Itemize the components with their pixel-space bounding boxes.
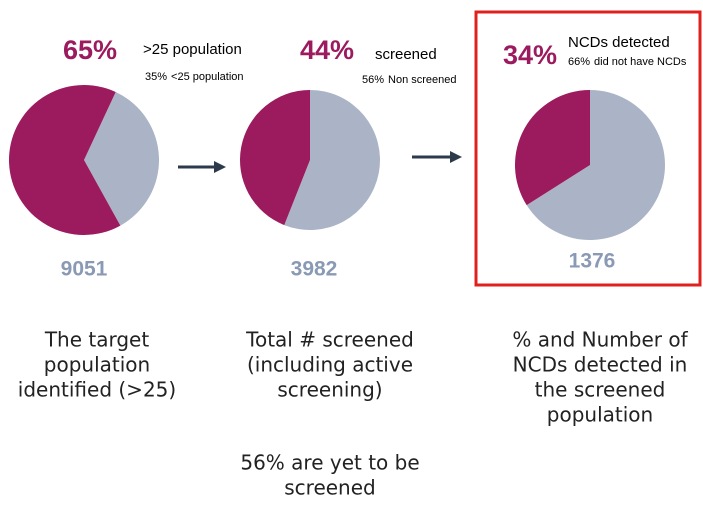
count-label: 9051	[61, 258, 108, 281]
note: 56% are yet to be	[240, 451, 419, 475]
secondary-category: <25 population	[171, 71, 243, 83]
count-label: 3982	[291, 258, 338, 281]
highlight-box	[474, 10, 702, 287]
pie-slice	[526, 90, 665, 241]
pie-slice	[284, 90, 381, 231]
caption: the screened	[535, 378, 666, 402]
caption: population	[547, 403, 653, 427]
category-label: >25 population	[143, 41, 242, 58]
caption: identified (>25)	[18, 378, 176, 402]
secondary-percent: 35%	[145, 71, 167, 83]
secondary-category: did not have NCDs	[594, 56, 687, 68]
secondary-label: 56% Non screened	[362, 74, 457, 86]
category-label: NCDs detected	[568, 34, 670, 51]
category-label: screened	[375, 46, 437, 63]
caption: (including active	[247, 353, 413, 377]
percent-label: 34%	[503, 40, 557, 70]
count-label: 1376	[569, 250, 616, 273]
caption: % and Number of	[512, 328, 688, 352]
caption: The target	[44, 328, 150, 352]
caption: Total # screened	[245, 328, 414, 352]
secondary-percent: 66%	[568, 56, 590, 68]
note: screened	[284, 476, 375, 500]
pie-slice	[9, 85, 121, 235]
arrow	[178, 161, 226, 173]
secondary-percent: 56%	[362, 74, 384, 86]
caption: NCDs detected in	[513, 353, 688, 377]
percent-label: 44%	[300, 35, 354, 65]
percent-label: 65%	[63, 35, 117, 65]
caption: population	[44, 353, 150, 377]
caption: screening)	[277, 378, 382, 402]
secondary-category: Non screened	[388, 74, 457, 86]
pie-slice	[515, 90, 590, 206]
arrow	[412, 151, 462, 163]
secondary-label: 35% <25 population	[145, 71, 244, 83]
pie-slice	[84, 92, 159, 226]
secondary-label: 66% did not have NCDs	[568, 56, 687, 68]
pie-slice	[240, 90, 310, 226]
